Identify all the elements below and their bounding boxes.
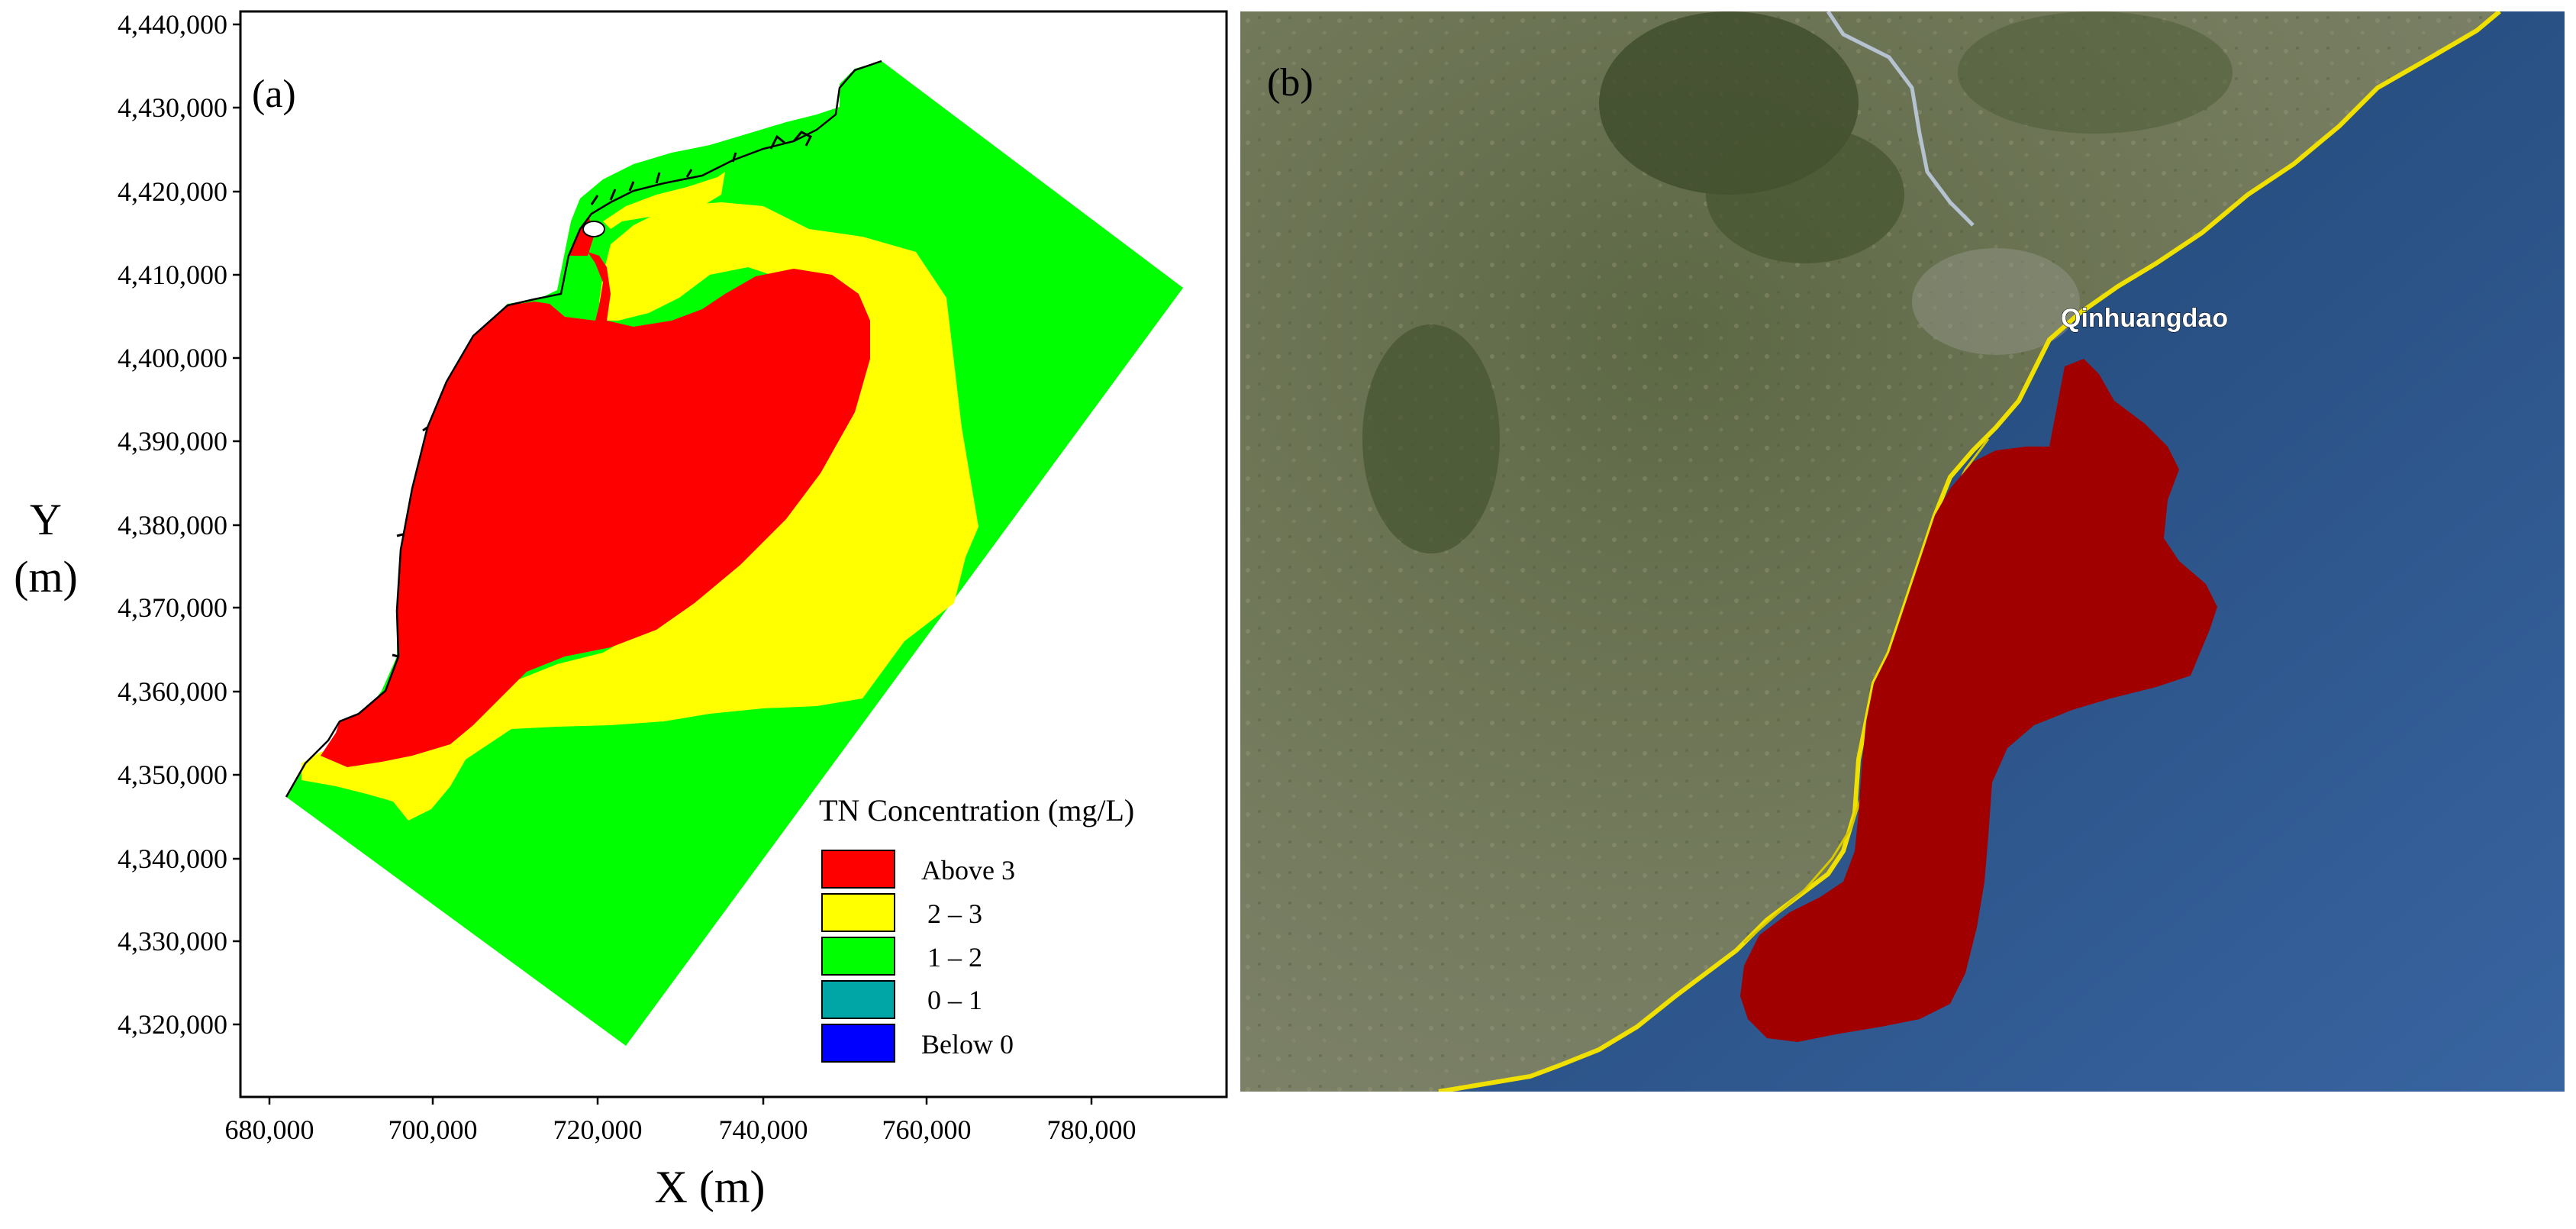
y-axis-ticks: 4,440,000 4,430,000 4,420,000 4,410,000 … <box>118 9 227 1040</box>
legend-swatch-0-1 <box>821 980 895 1019</box>
panel-a-figure: (a) 4,440,000 4,430,000 4,420,000 4,410,… <box>14 9 1228 1212</box>
legend-swatch-2-3 <box>821 893 895 932</box>
x-axis-ticks: 680,000 700,000 720,000 740,000 760,000 … <box>225 1114 1136 1145</box>
zone-above-3-red <box>321 252 870 767</box>
panel-divider <box>1236 11 1239 1092</box>
legend-label: 0 – 1 <box>927 985 982 1015</box>
y-tick-label: 4,380,000 <box>118 510 227 540</box>
coastline-details <box>392 131 813 658</box>
mountain-patch <box>1958 11 2233 134</box>
y-tick-label: 4,440,000 <box>118 9 227 40</box>
x-tick-label: 720,000 <box>553 1114 643 1145</box>
x-axis-tick-marks <box>268 1097 1093 1105</box>
y-axis-tick-marks <box>233 23 240 1026</box>
panel-a-label: (a) <box>252 73 296 116</box>
y-tick-label: 4,330,000 <box>118 926 227 956</box>
y-tick-label: 4,400,000 <box>118 343 227 373</box>
x-tick-label: 760,000 <box>882 1114 972 1145</box>
x-tick-label: 700,000 <box>388 1114 478 1145</box>
x-tick-label: 780,000 <box>1047 1114 1136 1145</box>
legend: TN Concentration (mg/L) Above 3 2 – 3 1 … <box>819 793 1134 1063</box>
legend-label: 2 – 3 <box>927 898 982 929</box>
y-tick-label: 4,430,000 <box>118 92 227 123</box>
legend-label: 1 – 2 <box>927 942 982 973</box>
y-tick-label: 4,370,000 <box>118 592 227 623</box>
y-tick-label: 4,350,000 <box>118 760 227 790</box>
y-tick-label: 4,340,000 <box>118 844 227 874</box>
place-label-qinhuangdao: Qinhuangdao <box>2061 304 2228 333</box>
y-tick-label: 4,360,000 <box>118 676 227 707</box>
y-axis-title-line2: (m) <box>14 552 78 602</box>
legend-swatch-1-2 <box>821 937 895 976</box>
y-tick-label: 4,390,000 <box>118 426 227 456</box>
coastal-islet <box>582 221 605 237</box>
legend-swatch-below-0 <box>821 1024 895 1063</box>
urban-patch <box>1912 248 2080 355</box>
y-axis-title-line1: Y <box>30 495 62 544</box>
panel-b-satellite-image: (b) Qinhuangdao <box>1240 11 2565 1092</box>
tn-affected-area <box>1740 359 2217 1042</box>
x-tick-label: 680,000 <box>225 1114 314 1145</box>
mountain-patch <box>1362 324 1500 553</box>
land-texture <box>1240 11 2500 1092</box>
y-tick-label: 4,420,000 <box>118 176 227 207</box>
river <box>1826 11 1975 227</box>
y-tick-label: 4,320,000 <box>118 1009 227 1040</box>
zone-2-3-coastal-strip <box>603 172 725 229</box>
panel-b-label: (b) <box>1267 61 1314 105</box>
x-axis-title: X (m) <box>655 1162 766 1212</box>
mountain-patch <box>1706 126 1904 263</box>
legend-swatch-above-3 <box>821 850 895 889</box>
legend-label: Above 3 <box>921 855 1015 885</box>
legend-title: TN Concentration (mg/L) <box>819 793 1134 827</box>
x-tick-label: 740,000 <box>719 1114 808 1145</box>
legend-label: Below 0 <box>921 1029 1014 1060</box>
y-tick-label: 4,410,000 <box>118 260 227 290</box>
